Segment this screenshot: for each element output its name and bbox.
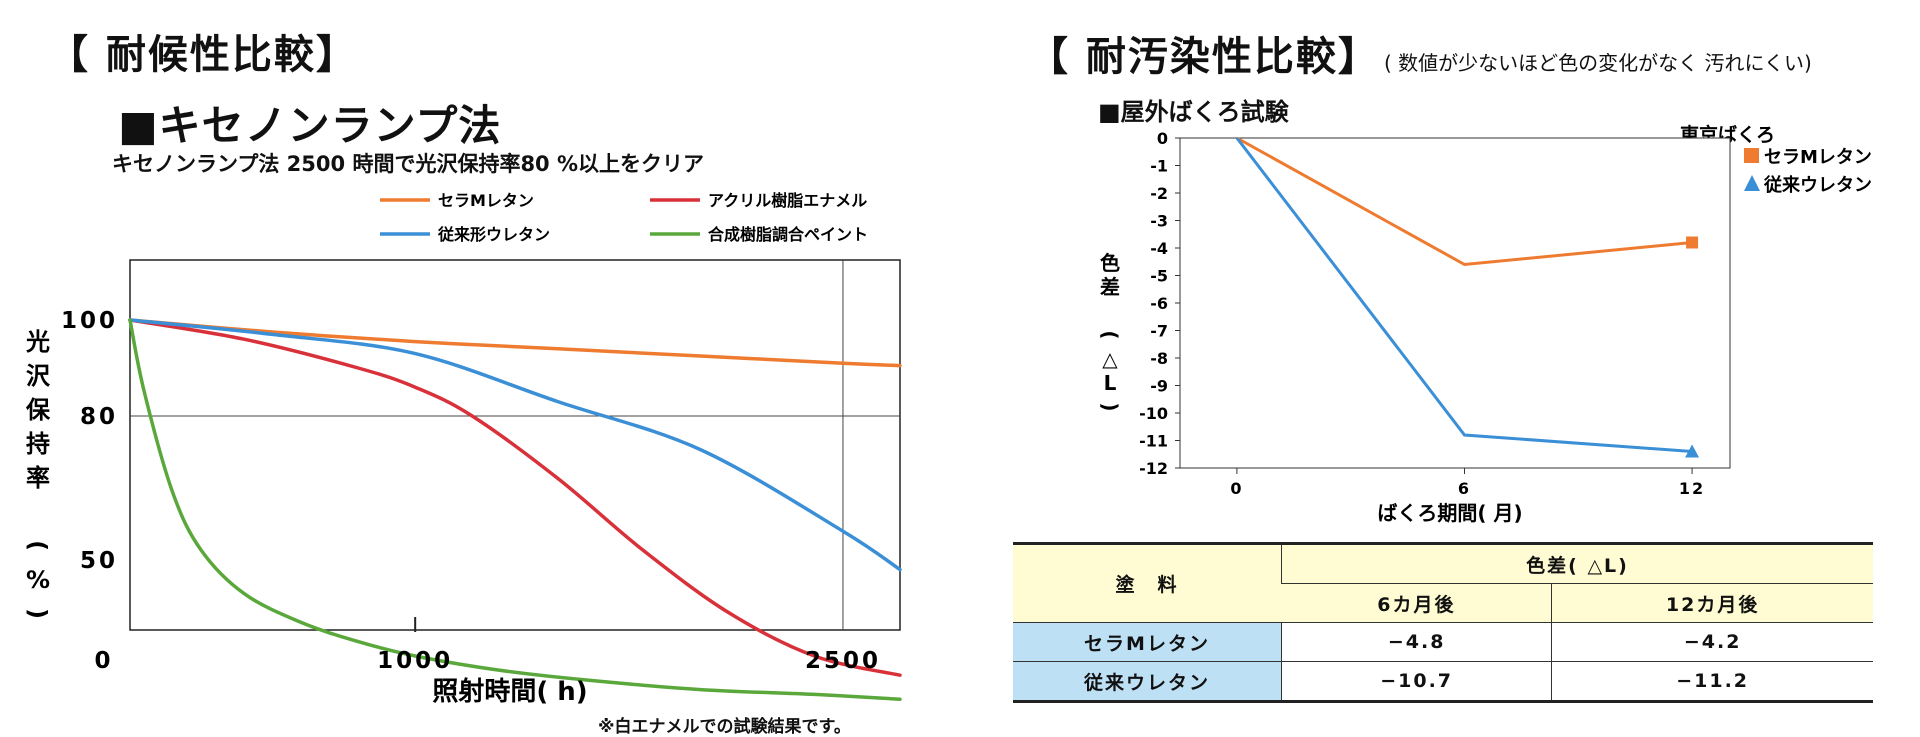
y-tick-label: -4 — [1150, 239, 1168, 258]
y-tick-label: 100 — [61, 308, 118, 334]
y-tick-label: 0 — [1157, 129, 1168, 148]
cell-value: −4.2 — [1551, 622, 1873, 662]
series-line — [128, 318, 902, 701]
series-line — [1235, 137, 1693, 453]
legend-label: 従来ウレタン — [1763, 174, 1872, 196]
y-axis-label-chars: 光沢保持率 (%) — [24, 328, 52, 619]
y-axis-label: 光沢保持率 (%) — [24, 328, 52, 619]
legend-item: セラMレタン — [1744, 147, 1872, 168]
y-axis-label-char: △ — [1102, 347, 1118, 371]
x-tick-label: 0 — [1230, 479, 1243, 498]
legend-label: 合成樹脂調合ペイント — [708, 225, 868, 244]
left-note: キセノンランプ法 2500 時間で光沢保持率80 %以上をクリア — [112, 152, 705, 176]
footnote: ※白エナメルでの試験結果です。 — [598, 717, 851, 737]
x-tick-label: 2500 — [805, 648, 881, 674]
left-heading: 【 耐候性比較】 — [48, 32, 358, 78]
y-tick-label: -9 — [1150, 377, 1168, 396]
x-axis-label: 照射時間( h) — [432, 677, 587, 707]
cell-value: −10.7 — [1280, 661, 1552, 702]
table-row: 従来ウレタン −10.7 −11.2 — [1013, 661, 1873, 702]
x-tick-labels: 0 6 12 — [1230, 468, 1705, 498]
x-tick-label: 6 — [1458, 479, 1471, 498]
y-tick-label: -6 — [1150, 294, 1168, 313]
y-tick-label: 80 — [80, 404, 118, 430]
left-subheading: ■キセノンランプ法 — [118, 101, 502, 150]
y-axis-label-char: L — [1104, 371, 1117, 395]
color-difference-chart: 東京ばくろ 0-1-2-3-4-5-6-7-8-9-10-11-12 0 6 12 … — [1098, 123, 1872, 525]
series-line — [128, 318, 902, 572]
x-axis-label: ばくろ期間( 月) — [1377, 501, 1522, 525]
y-tick-label: -7 — [1150, 322, 1168, 341]
series-lines — [128, 318, 902, 701]
table-header-paint: 塗 料 — [1013, 543, 1282, 623]
legend-label: 従来形ウレタン — [437, 225, 550, 244]
y-tick-label: -5 — [1150, 267, 1168, 286]
y-axis-label-char: ) — [1098, 402, 1122, 411]
legend-label: セラMレタン — [438, 191, 534, 210]
legend-triangle-marker — [1744, 175, 1760, 191]
legend-item: 従来ウレタン — [1744, 174, 1872, 196]
y-axis-label-char: 率 — [26, 464, 50, 492]
y-tick-label: 50 — [80, 548, 118, 574]
y-tick-label: -8 — [1150, 349, 1168, 368]
legend-square-marker — [1744, 148, 1759, 163]
y-axis-label-char: 色 — [1100, 251, 1120, 275]
color-difference-table: 塗 料 色差( △L) 6カ月後 12カ月後 セラMレタン −4.8 −4.2 … — [1013, 542, 1873, 703]
series-lines — [1235, 136, 1700, 458]
y-tick-label: -1 — [1150, 157, 1168, 176]
y-axis-label-char: 沢 — [26, 362, 51, 390]
y-tick-label: -10 — [1139, 404, 1168, 423]
x-tick-labels: 0 1000 2500 — [94, 648, 881, 674]
y-axis-label: 色差 ( △L) — [1098, 251, 1122, 412]
plot-area — [1179, 137, 1731, 469]
legend-label: セラMレタン — [1764, 147, 1872, 168]
right-heading-text: 【 耐汚染性比較】 — [1028, 34, 1380, 80]
y-axis-label-char: % — [26, 566, 50, 594]
legend-item: 従来形ウレタン — [380, 225, 550, 244]
series-line — [128, 318, 902, 368]
y-axis-label-char: ( — [1098, 330, 1122, 339]
series-line — [1236, 136, 1693, 267]
y-axis-label-char: 差 — [1100, 275, 1120, 299]
y-tick-labels: 100 80 50 — [61, 308, 118, 574]
table-header-group: 色差( △L) — [1281, 543, 1873, 584]
table-row: セラMレタン −4.8 −4.2 — [1013, 622, 1873, 662]
y-tick-label: -11 — [1139, 432, 1168, 451]
y-axis-label-char: 光 — [25, 328, 50, 356]
table-header-6m: 6カ月後 — [1281, 583, 1552, 623]
legend-item: セラMレタン — [380, 191, 534, 210]
legend-item: アクリル樹脂エナメル — [650, 191, 867, 210]
cell-value: −11.2 — [1551, 661, 1873, 702]
y-tick-label: -12 — [1139, 459, 1168, 478]
data-point-marker — [1686, 236, 1699, 249]
x-tick-label: 1000 — [377, 648, 453, 674]
y-axis-label-char: 持 — [26, 430, 50, 458]
legend-item: 合成樹脂調合ペイント — [650, 225, 868, 244]
row-label: セラMレタン — [1013, 622, 1282, 662]
right-heading: 【 耐汚染性比較】( 数値が少ないほど色の変化がなく 汚れにくい) — [1028, 24, 1812, 82]
y-tick-labels: 0 -1 -2 -3 -4 -5 -6 -7 -8 -9 -10 -11 -12 — [1139, 129, 1180, 478]
x-tick-label: 12 — [1679, 479, 1705, 498]
legend-label: アクリル樹脂エナメル — [708, 191, 867, 210]
x-tick-label: 0 — [94, 648, 113, 674]
y-tick-label: -3 — [1150, 212, 1168, 231]
y-axis-label-char: 保 — [25, 396, 51, 424]
y-tick-label: -2 — [1150, 184, 1168, 203]
cell-value: −4.8 — [1280, 622, 1552, 662]
right-subheading: ■屋外ばくろ試験 — [1098, 98, 1289, 126]
right-heading-note: ( 数値が少ないほど色の変化がなく 汚れにくい) — [1383, 51, 1812, 75]
data-point-marker — [1685, 444, 1700, 458]
table-header-12m: 12カ月後 — [1551, 583, 1873, 623]
y-axis-label-char: ( — [24, 540, 52, 551]
series-line — [128, 318, 902, 677]
y-axis-label-char: ) — [24, 608, 52, 619]
y-axis-label-chars: 色差 ( △L) — [1098, 251, 1122, 412]
row-label: 従来ウレタン — [1013, 661, 1282, 702]
